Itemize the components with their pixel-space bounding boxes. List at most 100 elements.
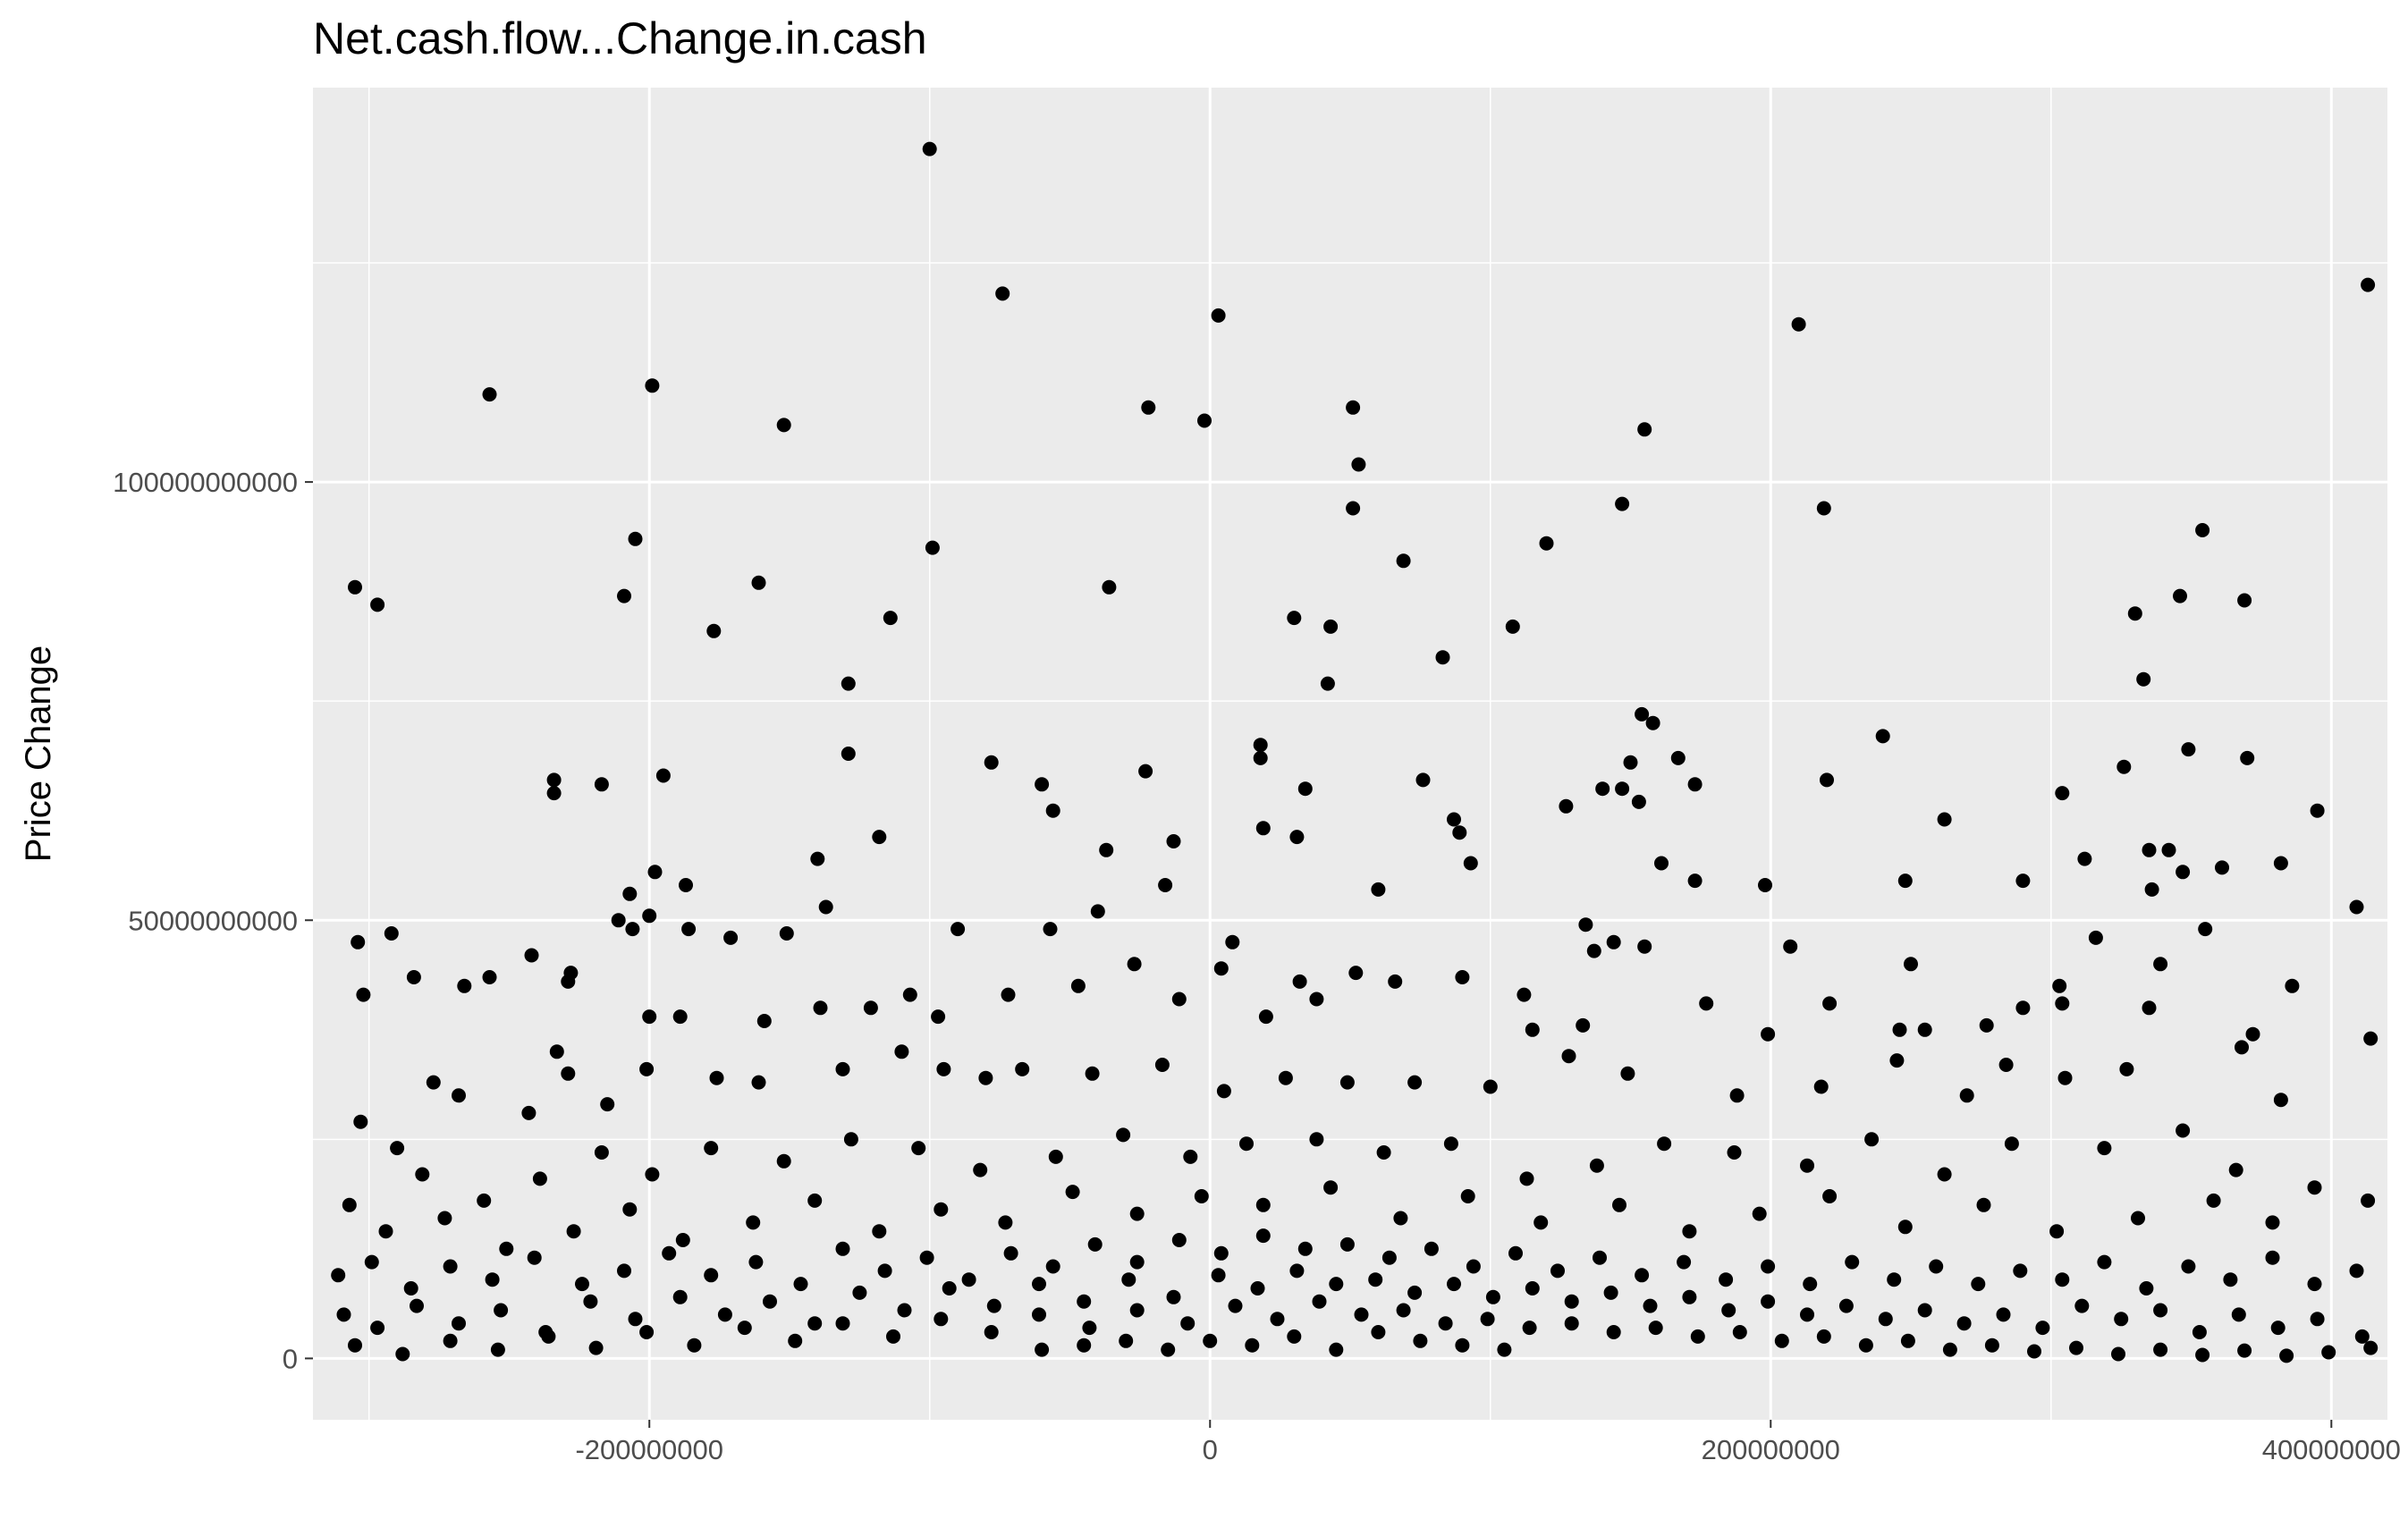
data-point [499,1241,514,1256]
data-point [807,1193,823,1208]
data-point [2354,1329,2370,1344]
data-point [1984,1338,1999,1353]
data-point [2228,1162,2243,1177]
data-point [1289,830,1305,845]
data-point [457,978,472,993]
data-point [1065,1185,1080,1200]
data-point [546,786,562,801]
data-point [594,1145,609,1160]
data-point [1129,1303,1145,1318]
data-point [1194,1189,1209,1203]
y-axis-title: Price Change [19,646,58,862]
data-point [1077,1338,1092,1353]
data-point [2307,1180,2322,1195]
data-point [622,1202,638,1217]
data-point [2235,1040,2249,1055]
data-point [942,1281,957,1295]
data-point [1003,1245,1018,1261]
data-point [1485,1289,1500,1304]
data-point [2195,1347,2210,1363]
data-point [936,1061,951,1076]
data-point [1455,970,1470,984]
data-point [841,676,856,691]
data-point [1203,1333,1218,1348]
data-point [1435,650,1450,665]
data-point [1550,1263,1565,1279]
data-point [934,1202,949,1217]
data-point [961,1272,976,1287]
data-point [1645,715,1660,730]
data-point [1032,1307,1046,1322]
data-point [1904,957,1918,972]
data-point [1129,1254,1145,1270]
data-point [931,1009,946,1025]
data-point [746,1215,761,1230]
data-point [1813,1079,1829,1094]
data-point [1822,996,1838,1011]
data-point [1447,812,1461,827]
data-point [1354,1307,1369,1322]
data-point [625,922,640,937]
data-point [1455,1338,1470,1353]
data-point [1323,1180,1339,1195]
data-point [1045,803,1060,818]
data-point [679,878,693,892]
data-point [776,1153,791,1169]
x-tick-label: 400000000 [2262,1434,2401,1465]
data-point [1171,992,1187,1007]
data-point [1615,781,1630,797]
data-point [737,1321,752,1336]
data-point [477,1193,492,1208]
data-point [776,418,791,433]
data-point [1138,764,1153,779]
data-point [342,1197,357,1212]
data-point [2273,1093,2288,1108]
data-point [1595,781,1610,797]
data-point [1119,1333,1134,1348]
data-point [2127,606,2142,621]
data-point [1396,553,1411,569]
data-point [1270,1312,1285,1327]
data-point [1158,878,1173,892]
data-point [1727,1145,1742,1160]
data-point [384,926,399,941]
data-point [1803,1277,1818,1292]
data-point [1682,1224,1697,1239]
data-point [894,1044,909,1059]
data-point [594,777,609,792]
data-point [2321,1345,2336,1360]
data-point [1721,1303,1736,1318]
data-point [2181,1259,2196,1274]
data-point [331,1268,346,1283]
data-point [452,1316,466,1331]
data-point [1077,1294,1092,1309]
data-point [756,1014,772,1028]
data-point [1897,873,1913,889]
data-point [751,1075,766,1090]
data-point [709,1070,724,1085]
data-point [1082,1321,1097,1336]
data-point [2349,1263,2364,1279]
data-point [642,1009,657,1025]
data-point [1525,1281,1540,1295]
data-point [443,1259,458,1274]
plot-panel [313,88,2387,1420]
data-point [1517,987,1532,1002]
data-point [2161,842,2176,857]
data-point [1127,957,1142,972]
data-point [835,1316,850,1331]
data-point [1875,729,1890,744]
data-point [1297,781,1313,797]
data-point [1407,1075,1423,1090]
data-point [1534,1215,1549,1230]
data-point [1606,934,1621,949]
data-point [1637,422,1652,437]
data-point [1197,413,1212,428]
data-point [566,1224,581,1239]
data-point [410,1298,424,1313]
data-point [2192,1325,2207,1339]
data-point [1971,1277,1986,1292]
data-point [2097,1254,2112,1270]
data-point [575,1277,589,1292]
data-point [681,922,697,937]
